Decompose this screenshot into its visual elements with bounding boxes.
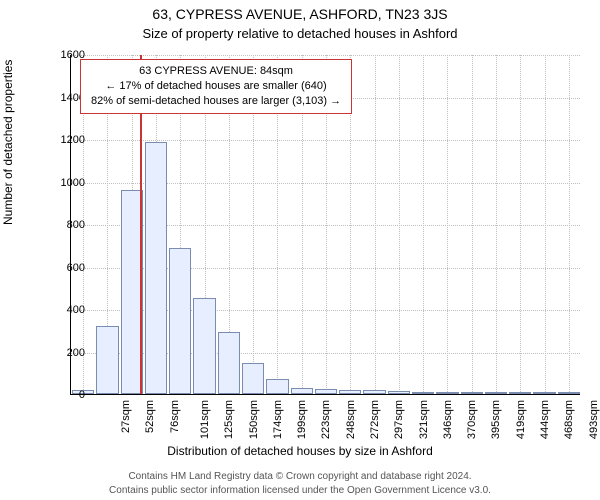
histogram-bar (461, 392, 483, 394)
x-tick-label: 76sqm (169, 400, 181, 433)
x-tick-label: 346sqm (442, 400, 454, 439)
x-tick-label: 248sqm (345, 400, 357, 439)
x-tick-label: 444sqm (539, 400, 551, 439)
x-tick-label: 395sqm (491, 400, 503, 439)
histogram-bar (533, 392, 555, 394)
histogram-bar (339, 390, 361, 394)
x-tick-label: 321sqm (418, 400, 430, 439)
x-tick-label: 150sqm (248, 400, 260, 439)
x-tick-label: 493sqm (588, 400, 600, 439)
legend-line-1: 63 CYPRESS AVENUE: 84sqm (91, 64, 341, 79)
footer-attribution-2: Contains public sector information licen… (0, 485, 600, 496)
histogram-bar (169, 248, 191, 394)
chart-title-sub: Size of property relative to detached ho… (0, 26, 600, 41)
gridline-v (423, 55, 424, 394)
gridline-v (399, 55, 400, 394)
y-tick-label: 1200 (25, 134, 85, 146)
histogram-bar (193, 298, 215, 394)
histogram-bar (218, 332, 240, 394)
histogram-bar (291, 388, 313, 394)
x-tick-label: 297sqm (393, 400, 405, 439)
gridline-v (545, 55, 546, 394)
x-tick-label: 272sqm (369, 400, 381, 439)
histogram-bar (436, 392, 458, 394)
histogram-bar (509, 392, 531, 394)
x-tick-label: 199sqm (296, 400, 308, 439)
x-tick-label: 125sqm (223, 400, 235, 439)
x-tick-label: 223sqm (321, 400, 333, 439)
legend-annotation: 63 CYPRESS AVENUE: 84sqm← 17% of detache… (80, 59, 352, 114)
y-tick-label: 800 (25, 219, 85, 231)
x-tick-label: 174sqm (272, 400, 284, 439)
legend-line-2: ← 17% of detached houses are smaller (64… (91, 79, 341, 94)
footer-attribution-1: Contains HM Land Registry data © Crown c… (0, 471, 600, 482)
histogram-bar (315, 389, 337, 394)
y-tick-label: 1000 (25, 177, 85, 189)
y-tick-label: 0 (25, 389, 85, 401)
gridline-v (472, 55, 473, 394)
histogram-bar (96, 326, 118, 394)
histogram-bar (558, 392, 580, 394)
y-tick-label: 400 (25, 304, 85, 316)
gridline-v (520, 55, 521, 394)
histogram-bar (412, 392, 434, 394)
gridline-v (496, 55, 497, 394)
x-tick-label: 101sqm (199, 400, 211, 439)
x-axis-title: Distribution of detached houses by size … (0, 444, 600, 458)
gridline-v (569, 55, 570, 394)
y-tick-label: 200 (25, 347, 85, 359)
histogram-bar (145, 142, 167, 394)
x-tick-label: 419sqm (515, 400, 527, 439)
legend-line-3: 82% of semi-detached houses are larger (… (91, 94, 341, 109)
histogram-bar (363, 390, 385, 394)
y-axis-title: Number of detached properties (1, 60, 15, 225)
x-tick-label: 370sqm (466, 400, 478, 439)
histogram-bar (485, 392, 507, 394)
x-tick-label: 27sqm (120, 400, 132, 433)
y-tick-label: 1400 (25, 92, 85, 104)
gridline-v (447, 55, 448, 394)
gridline-v (375, 55, 376, 394)
x-tick-label: 468sqm (563, 400, 575, 439)
histogram-bar (388, 391, 410, 394)
x-tick-label: 52sqm (144, 400, 156, 433)
histogram-bar (266, 379, 288, 394)
histogram-bar (242, 363, 264, 394)
y-tick-label: 600 (25, 262, 85, 274)
chart-title-main: 63, CYPRESS AVENUE, ASHFORD, TN23 3JS (0, 6, 600, 22)
y-tick-label: 1600 (25, 49, 85, 61)
